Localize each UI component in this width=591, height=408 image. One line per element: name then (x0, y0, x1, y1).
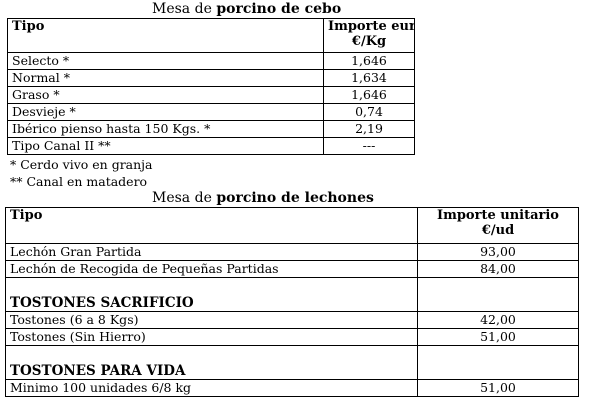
lechones-title: Mesa de porcino de lechones (152, 190, 374, 206)
table-row: Lechón de Recogida de Pequeñas Partidas … (5, 260, 579, 278)
row-tipo: Ibérico pienso hasta 150 Kgs. * (7, 120, 324, 138)
table-row: Desvieje * 0,74 (7, 103, 415, 121)
table-row: Tostones (6 a 8 Kgs) 42,00 (5, 311, 579, 329)
note-cerdo-vivo: * Cerdo vivo en granja (10, 157, 153, 172)
row-importe: 0,74 (323, 103, 415, 121)
table-row: Lechón Gran Partida 93,00 (5, 243, 579, 261)
row-importe: 1,646 (323, 52, 415, 70)
table-row: Ibérico pienso hasta 150 Kgs. * 2,19 (7, 120, 415, 138)
header-importe: Importe unitario €/ud (417, 207, 579, 244)
table-row: Minimo 100 unidades 6/8 kg 51,00 (5, 379, 579, 397)
cebo-title: Mesa de porcino de cebo (152, 1, 341, 17)
table-row: Selecto * 1,646 (7, 52, 415, 70)
table-row: Normal * 1,634 (7, 69, 415, 87)
section-row: TOSTONES SACRIFICIO (5, 277, 579, 312)
section-row: TOSTONES PARA VIDA (5, 345, 579, 380)
row-importe: 51,00 (417, 328, 579, 346)
row-tipo: Graso * (7, 86, 324, 104)
header-importe-line1: Importe unitario (437, 208, 559, 224)
row-tipo: Lechón Gran Partida (5, 243, 418, 261)
header-importe-line2: €/Kg (351, 34, 387, 49)
table-header-row: Tipo Importe unitario €/ud (5, 207, 579, 244)
header-importe-line1: Importe euros (328, 19, 414, 35)
row-tipo: Tostones (Sin Hierro) (5, 328, 418, 346)
note-canal-matadero: ** Canal en matadero (10, 174, 148, 189)
cebo-title-bold: porcino de cebo (216, 1, 342, 17)
table-row: Tostones (Sin Hierro) 51,00 (5, 328, 579, 346)
row-importe: 42,00 (417, 311, 579, 329)
row-importe: 2,19 (323, 120, 415, 138)
table-header-row: Tipo Importe euros €/Kg (7, 18, 415, 53)
lechones-title-prefix: Mesa de (152, 190, 212, 206)
lechones-table: Tipo Importe unitario €/ud Lechón Gran P… (5, 207, 579, 397)
section-empty-cell (417, 345, 579, 380)
header-tipo: Tipo (5, 207, 418, 244)
header-tipo: Tipo (7, 18, 324, 53)
row-importe: 1,634 (323, 69, 415, 87)
cebo-table: Tipo Importe euros €/Kg Selecto * 1,646 … (7, 18, 415, 155)
row-importe: 51,00 (417, 379, 579, 397)
row-importe: 1,646 (323, 86, 415, 104)
row-tipo: Normal * (7, 69, 324, 87)
header-importe: Importe euros €/Kg (323, 18, 415, 53)
row-tipo: Minimo 100 unidades 6/8 kg (5, 379, 418, 397)
row-tipo: Selecto * (7, 52, 324, 70)
lechones-title-bold: porcino de lechones (216, 190, 374, 206)
row-importe: --- (323, 137, 415, 155)
section-tostones-vida: TOSTONES PARA VIDA (5, 345, 418, 380)
section-tostones-sacrificio: TOSTONES SACRIFICIO (5, 277, 418, 312)
row-tipo: Lechón de Recogida de Pequeñas Partidas (5, 260, 418, 278)
row-tipo: Tostones (6 a 8 Kgs) (5, 311, 418, 329)
row-importe: 84,00 (417, 260, 579, 278)
row-tipo: Tipo Canal II ** (7, 137, 324, 155)
cebo-title-prefix: Mesa de (152, 1, 212, 17)
table-row: Tipo Canal II ** --- (7, 137, 415, 155)
section-empty-cell (417, 277, 579, 312)
table-row: Graso * 1,646 (7, 86, 415, 104)
header-importe-line2: €/ud (481, 223, 515, 238)
row-importe: 93,00 (417, 243, 579, 261)
row-tipo: Desvieje * (7, 103, 324, 121)
